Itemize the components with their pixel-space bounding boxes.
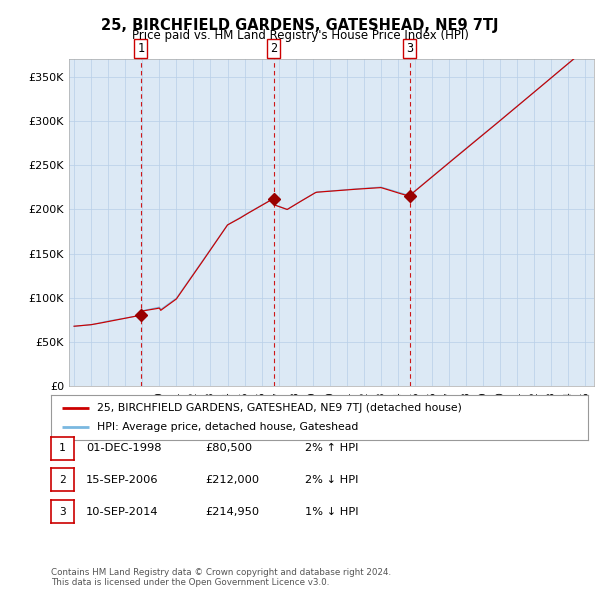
Text: Contains HM Land Registry data © Crown copyright and database right 2024.
This d: Contains HM Land Registry data © Crown c… (51, 568, 391, 587)
Text: £214,950: £214,950 (206, 507, 260, 516)
Text: 10-SEP-2014: 10-SEP-2014 (86, 507, 158, 516)
Text: £212,000: £212,000 (206, 475, 260, 484)
Text: 1: 1 (59, 444, 66, 453)
Text: 2: 2 (59, 475, 66, 484)
Text: 3: 3 (59, 507, 66, 516)
Text: 01-DEC-1998: 01-DEC-1998 (86, 444, 161, 453)
Text: 2: 2 (270, 42, 277, 55)
Text: 2% ↑ HPI: 2% ↑ HPI (305, 444, 358, 453)
Text: 25, BIRCHFIELD GARDENS, GATESHEAD, NE9 7TJ: 25, BIRCHFIELD GARDENS, GATESHEAD, NE9 7… (101, 18, 499, 32)
Text: 25, BIRCHFIELD GARDENS, GATESHEAD, NE9 7TJ (detached house): 25, BIRCHFIELD GARDENS, GATESHEAD, NE9 7… (97, 403, 461, 412)
Text: Price paid vs. HM Land Registry's House Price Index (HPI): Price paid vs. HM Land Registry's House … (131, 30, 469, 42)
Text: 1% ↓ HPI: 1% ↓ HPI (305, 507, 358, 516)
Text: 2% ↓ HPI: 2% ↓ HPI (305, 475, 358, 484)
Text: 3: 3 (406, 42, 413, 55)
Text: 1: 1 (137, 42, 145, 55)
Text: £80,500: £80,500 (206, 444, 253, 453)
Text: 15-SEP-2006: 15-SEP-2006 (86, 475, 158, 484)
Text: HPI: Average price, detached house, Gateshead: HPI: Average price, detached house, Gate… (97, 422, 358, 432)
